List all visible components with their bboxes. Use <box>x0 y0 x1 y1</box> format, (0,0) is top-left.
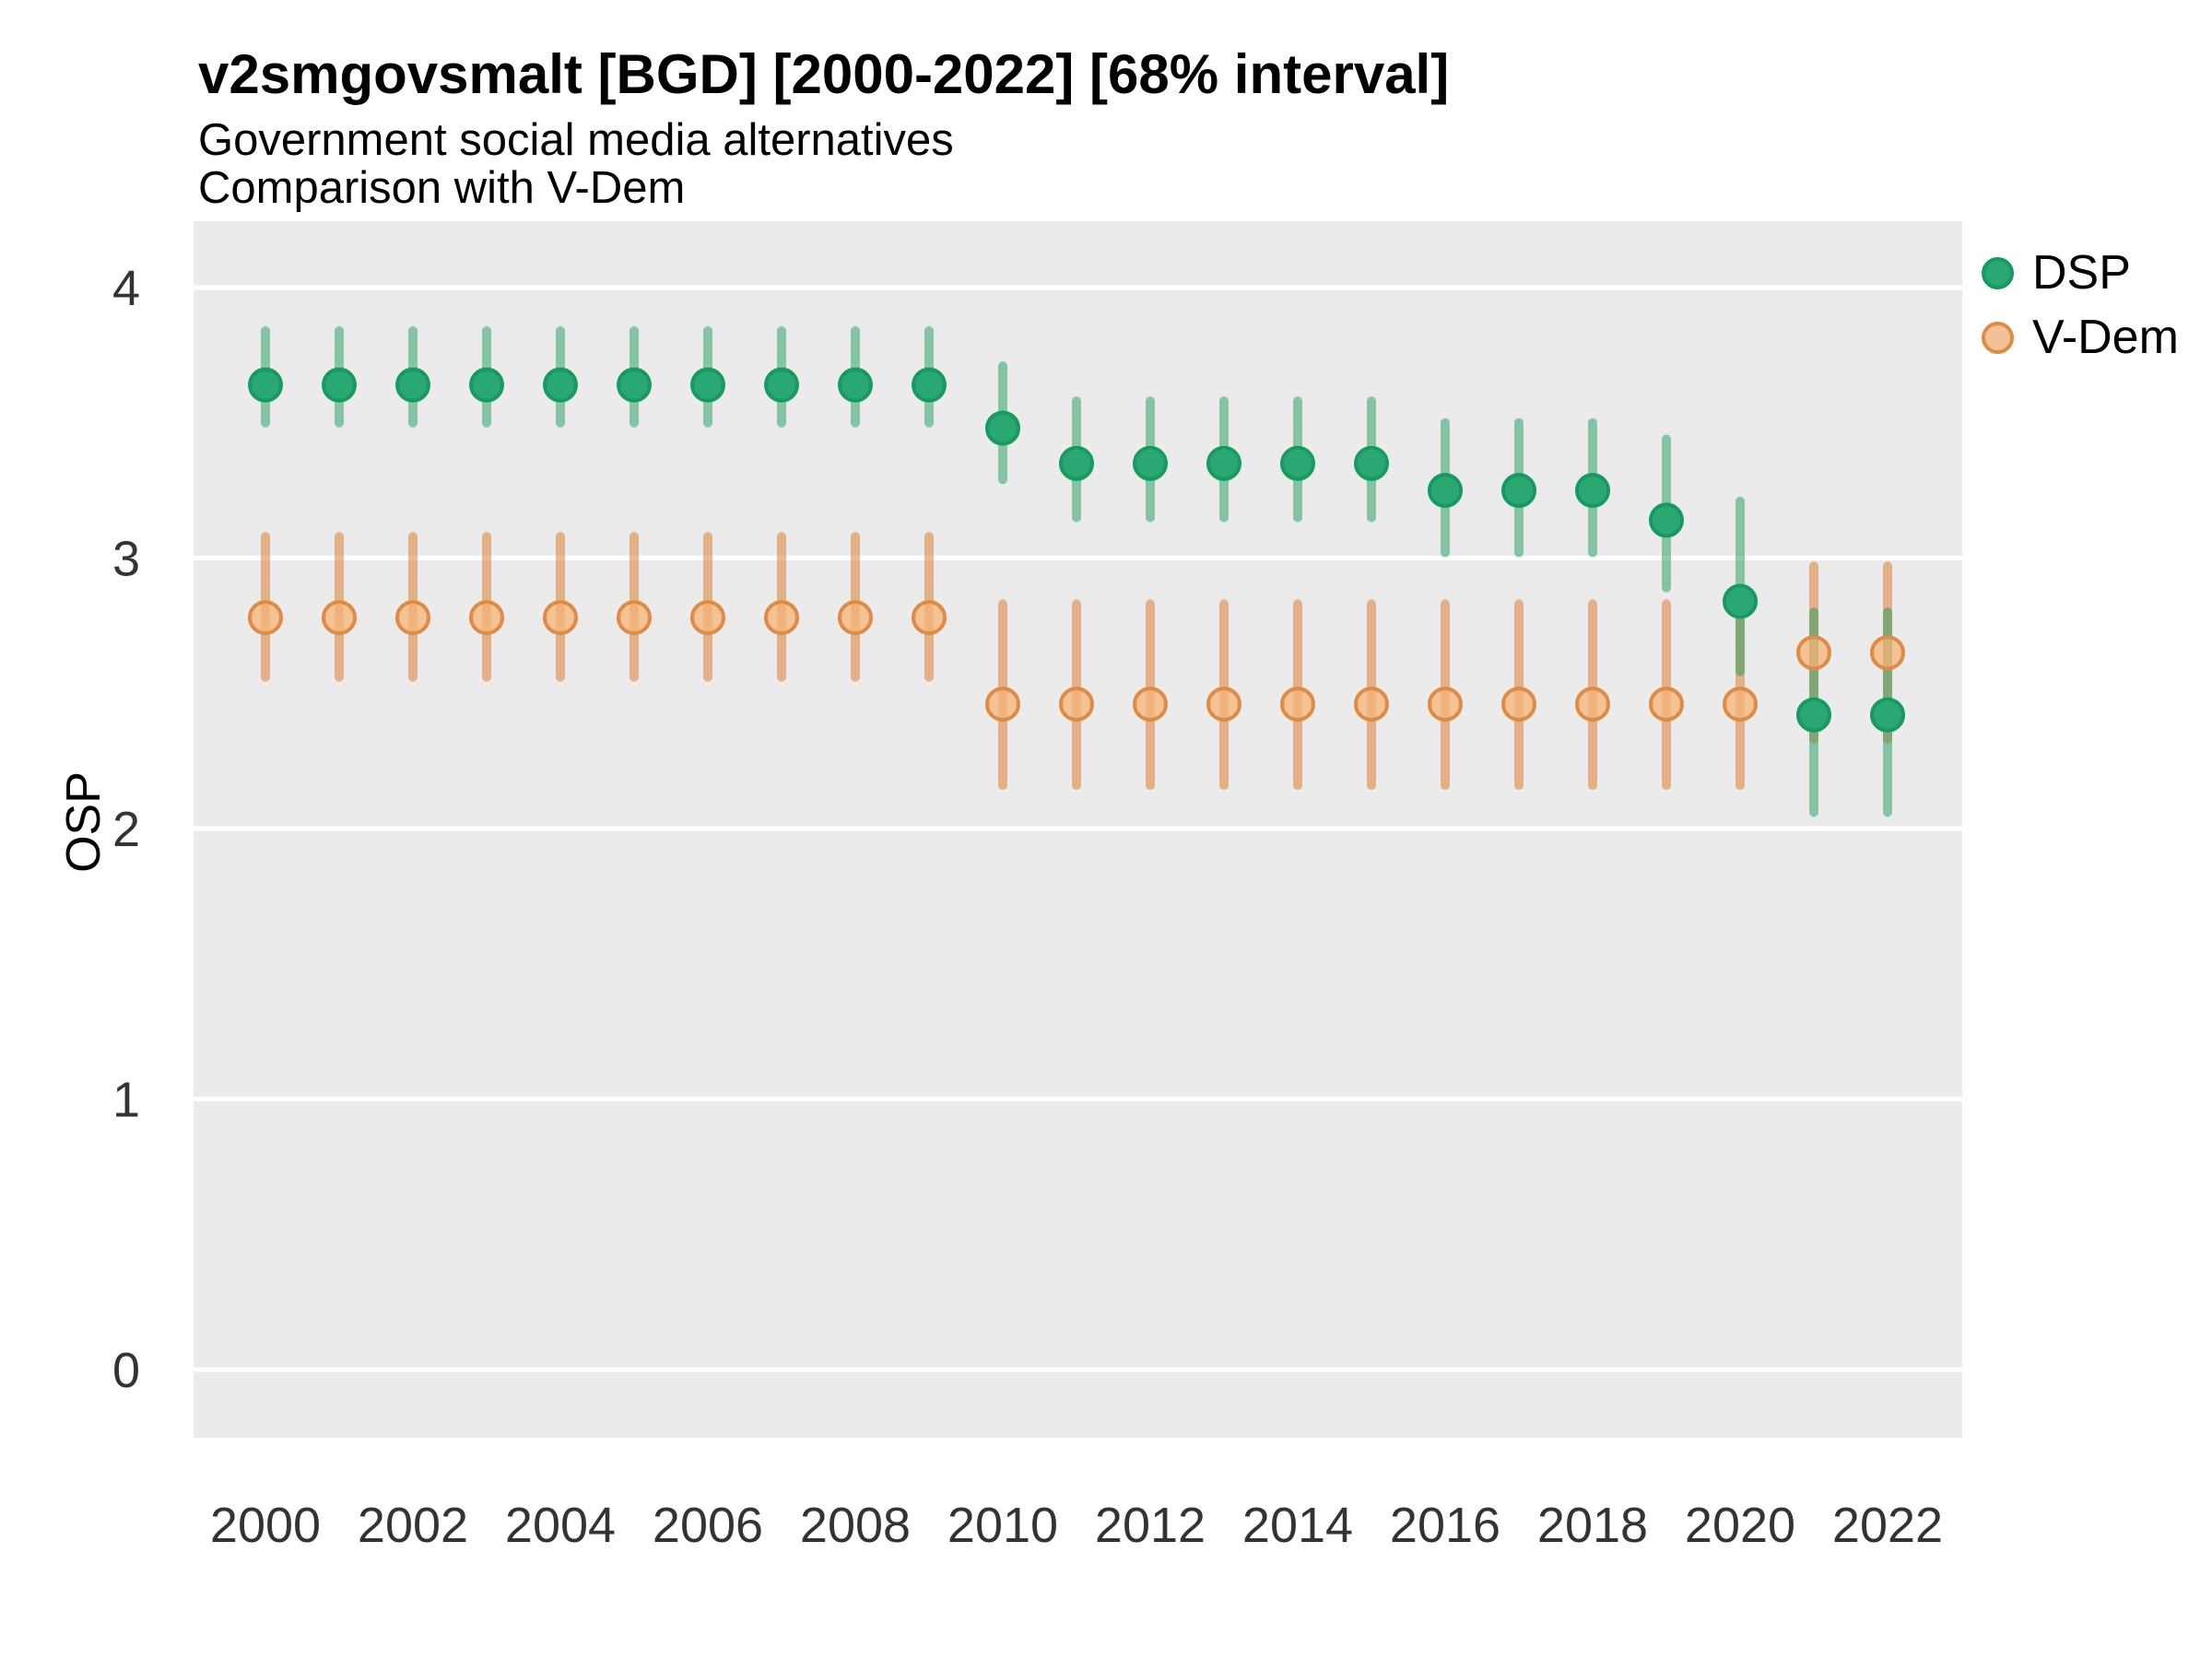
x-tick-label-2008: 2008 <box>800 1498 911 1553</box>
dsp-point-2010 <box>985 410 1020 446</box>
legend: DSP V-Dem <box>1982 245 2179 365</box>
vdem-point-2005 <box>617 600 652 636</box>
x-tick-label-2010: 2010 <box>947 1498 1058 1553</box>
dsp-point-2021 <box>1796 697 1831 733</box>
y-tick-label-0: 0 <box>112 1343 140 1398</box>
vdem-point-2000 <box>248 600 283 636</box>
vdem-point-2014 <box>1280 686 1315 722</box>
vdem-point-2008 <box>838 600 873 636</box>
vdem-point-2019 <box>1649 686 1684 722</box>
vdem-point-2021 <box>1796 635 1831 671</box>
vdem-point-2018 <box>1575 686 1610 722</box>
y-tick-label-2: 2 <box>112 802 140 857</box>
dsp-point-2005 <box>617 367 652 403</box>
dsp-point-2001 <box>322 367 357 403</box>
chart-subtitle-2: Comparison with V-Dem <box>198 163 686 213</box>
x-tick-label-2006: 2006 <box>653 1498 763 1553</box>
dsp-point-2002 <box>395 367 430 403</box>
dsp-point-2016 <box>1428 473 1463 509</box>
vdem-point-2022 <box>1870 635 1905 671</box>
vdem-point-2003 <box>469 600 504 636</box>
y-tick-label-4: 4 <box>112 261 140 316</box>
chart-subtitle: Government social media alternatives <box>198 115 954 165</box>
dsp-point-2019 <box>1649 502 1684 538</box>
chart-title: v2smgovsmalt [BGD] [2000-2022] [68% inte… <box>198 43 1450 105</box>
legend-item-dsp: DSP <box>1982 245 2179 300</box>
dsp-point-2008 <box>838 367 873 403</box>
vdem-point-2011 <box>1059 686 1094 722</box>
dsp-point-icon <box>1982 256 2014 289</box>
y-tick-label-3: 3 <box>112 532 140 587</box>
vdem-point-2007 <box>764 600 799 636</box>
x-axis-tick-labels: 2000 2002 2004 2006 2008 2010 2012 2014 2016 2018… <box>210 1498 1943 1553</box>
dsp-point-2007 <box>764 367 799 403</box>
vdem-point-2017 <box>1501 686 1536 722</box>
vdem-point-2020 <box>1723 686 1758 722</box>
dsp-point-2014 <box>1280 445 1315 481</box>
dsp-point-2020 <box>1723 583 1758 619</box>
dsp-point-2004 <box>543 367 578 403</box>
dsp-point-2012 <box>1133 445 1168 481</box>
vdem-point-2016 <box>1428 686 1463 722</box>
y-tick-label-1: 1 <box>112 1073 140 1128</box>
vdem-point-2010 <box>985 686 1020 722</box>
dsp-point-2018 <box>1575 473 1610 509</box>
legend-label-vdem: V-Dem <box>2032 311 2179 364</box>
legend-item-vdem: V-Dem <box>1982 310 2179 365</box>
dsp-point-2022 <box>1870 697 1905 733</box>
dsp-point-2017 <box>1501 473 1536 509</box>
legend-label-dsp: DSP <box>2032 246 2131 300</box>
vdem-point-2001 <box>322 600 357 636</box>
y-axis-tick-labels: 4 3 2 1 0 <box>112 261 140 1398</box>
y-axis-title: OSP <box>57 771 111 873</box>
vdem-point-2002 <box>395 600 430 636</box>
points-vdem <box>248 600 1905 722</box>
vdem-point-icon <box>1982 321 2014 354</box>
x-tick-label-2018: 2018 <box>1537 1498 1648 1553</box>
dsp-point-2003 <box>469 367 504 403</box>
vdem-point-2009 <box>912 600 947 636</box>
vdem-point-2013 <box>1206 686 1241 722</box>
x-tick-label-2002: 2002 <box>358 1498 468 1553</box>
vdem-point-2004 <box>543 600 578 636</box>
vdem-point-2015 <box>1354 686 1389 722</box>
dsp-point-2011 <box>1059 445 1094 481</box>
x-tick-label-2004: 2004 <box>505 1498 616 1553</box>
dsp-point-2009 <box>912 367 947 403</box>
x-tick-label-2012: 2012 <box>1095 1498 1206 1553</box>
x-tick-label-2022: 2022 <box>1832 1498 1943 1553</box>
x-tick-label-2020: 2020 <box>1685 1498 1795 1553</box>
dsp-point-2015 <box>1354 445 1389 481</box>
x-tick-label-2014: 2014 <box>1242 1498 1353 1553</box>
vdem-point-2006 <box>690 600 725 636</box>
dsp-point-2006 <box>690 367 725 403</box>
x-tick-label-2000: 2000 <box>210 1498 321 1553</box>
vdem-point-2012 <box>1133 686 1168 722</box>
dsp-point-2000 <box>248 367 283 403</box>
dsp-point-2013 <box>1206 445 1241 481</box>
x-tick-label-2016: 2016 <box>1390 1498 1500 1553</box>
points-dsp <box>248 367 1905 733</box>
